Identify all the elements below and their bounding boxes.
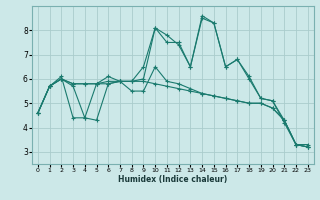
X-axis label: Humidex (Indice chaleur): Humidex (Indice chaleur): [118, 175, 228, 184]
